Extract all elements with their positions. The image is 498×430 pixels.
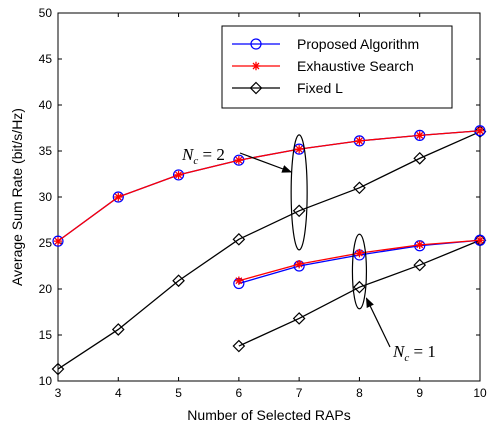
legend-item: Exhaustive Search: [232, 58, 414, 74]
data-point: [353, 280, 366, 294]
group-ellipse-nc1: [351, 233, 368, 310]
data-point: [111, 323, 125, 336]
legend-box: [221, 25, 453, 109]
x-tick-label: 4: [115, 386, 122, 400]
legend-label: Fixed L: [297, 80, 343, 96]
y-tick-label: 15: [39, 328, 53, 342]
data-point: [174, 170, 183, 180]
y-axis-title: Average Sum Rate (bit/s/Hz): [9, 108, 25, 286]
group-ellipse-nc2: [290, 134, 308, 251]
data-point: [292, 204, 306, 218]
data-point: [234, 156, 244, 165]
y-tick-label: 10: [39, 374, 53, 388]
data-point: [292, 312, 306, 325]
data-point: [232, 232, 246, 246]
series-line: [238, 239, 481, 347]
y-tick-label: 30: [39, 190, 53, 204]
series-exhaustive-search-nc2: [53, 126, 485, 246]
x-tick-label: 3: [55, 386, 62, 400]
data-point: [232, 339, 246, 353]
y-tick-label: 40: [39, 98, 53, 112]
data-point: [294, 144, 304, 154]
data-point: [233, 154, 245, 166]
data-point: [355, 248, 364, 258]
series-line: [57, 130, 481, 242]
x-tick-label: 7: [296, 386, 303, 400]
x-tick-label: 5: [175, 386, 182, 400]
data-point: [415, 240, 424, 250]
series-fixed-l-nc2: [51, 125, 487, 376]
y-tick-label: 50: [39, 6, 53, 20]
legend-marker: [249, 81, 263, 95]
y-tick-label: 45: [39, 52, 53, 66]
data-point: [112, 191, 124, 203]
legend-marker: [251, 61, 261, 71]
data-point: [234, 276, 244, 285]
data-point: [475, 126, 485, 135]
data-point: [473, 125, 487, 139]
annotation-arrow: [365, 297, 391, 348]
data-point: [413, 258, 427, 272]
data-point: [52, 235, 64, 247]
x-tick-label: 8: [356, 386, 363, 400]
series-proposed-algorithm-nc2: [52, 125, 486, 247]
data-point: [294, 259, 304, 269]
annotation-arrow: [239, 152, 293, 173]
data-point: [53, 236, 63, 246]
data-point: [355, 136, 364, 146]
data-point: [413, 152, 427, 165]
data-point: [415, 131, 424, 140]
legend-marker: [250, 38, 262, 50]
x-axis-title: Number of Selected RAPs: [187, 407, 350, 423]
y-tick-label: 35: [39, 144, 53, 158]
x-tick-label: 6: [236, 386, 243, 400]
legend-label: Exhaustive Search: [297, 58, 414, 74]
y-tick-label: 20: [39, 282, 53, 296]
series-line: [238, 239, 481, 285]
legend-item: Proposed Algorithm: [232, 36, 419, 52]
data-point: [353, 181, 366, 195]
data-point: [51, 362, 65, 376]
annotation-label: Nc = 1: [392, 342, 436, 364]
series-line: [57, 131, 481, 370]
data-point: [114, 192, 123, 202]
data-point: [172, 274, 185, 288]
legend-item: Fixed L: [232, 80, 343, 96]
annotation-label: Nc = 2: [181, 145, 225, 167]
legend: Proposed Algorithm Exhaustive Search Fixed…: [221, 25, 453, 109]
data-point: [475, 236, 485, 245]
series-fixed-l-nc1: [232, 233, 487, 353]
legend-label: Proposed Algorithm: [297, 36, 419, 52]
data-point: [172, 169, 185, 181]
series-exhaustive-search-nc1: [234, 236, 485, 285]
x-tick-label: 10: [473, 386, 487, 400]
y-tick-label: 25: [39, 236, 53, 250]
x-tick-label: 9: [416, 386, 423, 400]
